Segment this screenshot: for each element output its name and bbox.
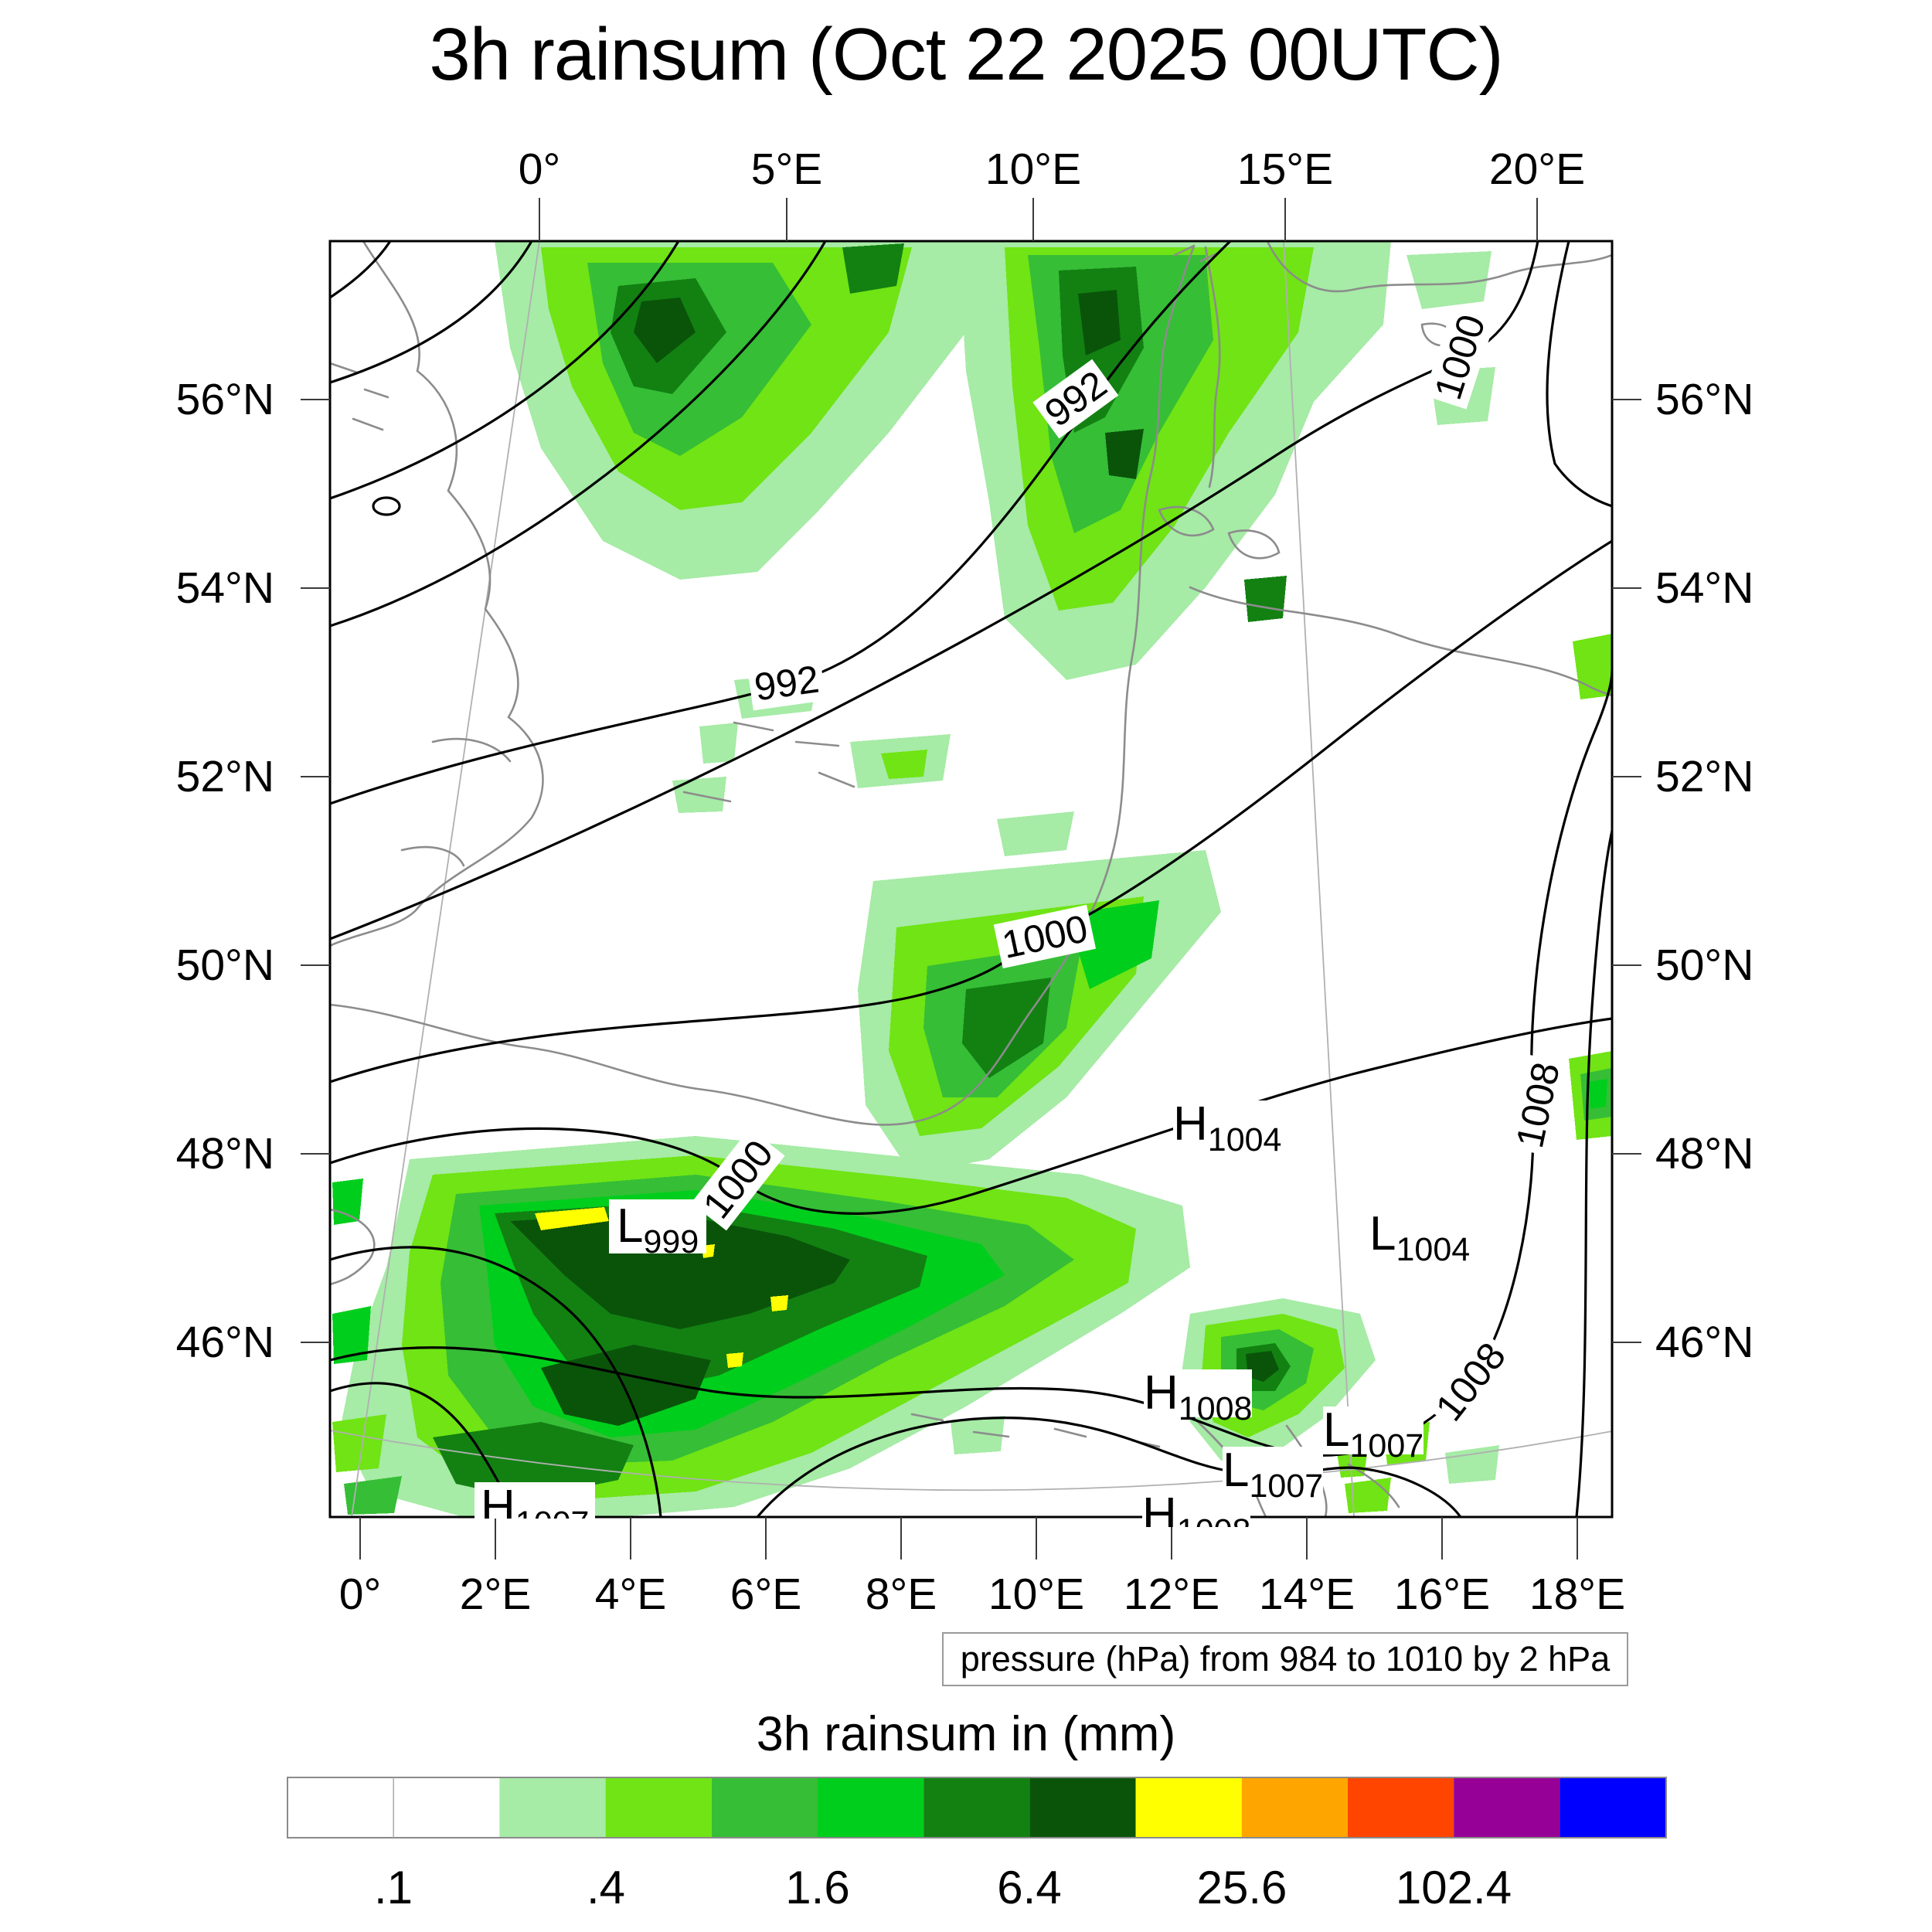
pressure-marker-low: L1004 [1369,1207,1471,1267]
colorbar-border [287,1777,1667,1838]
pressure-marker-high: H1007 [474,1482,596,1519]
lat-label-left: 46°N [175,1318,274,1367]
lon-label-bottom: 10°E [988,1570,1085,1619]
lat-label-left: 50°N [175,940,274,990]
pressure-marker-low: L999 [609,1199,707,1259]
isobar-1008 [330,670,1612,1457]
lon-label-bottom: 8°E [865,1570,937,1619]
colorbar-title: 3h rainsum in (mm) [756,1707,1176,1761]
lat-label-left: 56°N [175,375,274,424]
isobar-992 [330,241,1232,805]
axis-ticks-left [301,399,330,1343]
axis-ticks-top [539,198,1538,241]
colorbar-tick-label: 1.6 [785,1862,850,1913]
colorbar-segment [1135,1777,1242,1838]
colorbar-tick-label: 6.4 [997,1862,1062,1913]
pressure-legend-text: pressure (hPa) from 984 to 1010 by 2 hPa [960,1639,1611,1679]
lon-label-bottom: 4°E [594,1570,667,1619]
marker-value: 999 [643,1223,699,1260]
lat-label-right: 54°N [1655,563,1754,613]
colorbar [287,1777,1667,1838]
lon-label-top: 20°E [1488,145,1586,194]
lon-label-bottom: 14°E [1258,1570,1355,1619]
marker-letter: H [481,1482,515,1519]
marker-letter: L [1223,1444,1250,1497]
colorbar-segment [1560,1777,1666,1838]
colorbar-segment [818,1777,924,1838]
graticule [330,241,1612,1517]
meridian-0E [351,241,540,1517]
lon-label-bottom: 2°E [459,1570,532,1619]
colorbar-tick-label: 25.6 [1196,1862,1287,1913]
lat-label-left: 52°N [175,752,274,801]
marker-letter: H [1142,1492,1177,1527]
colorbar-tick-label: .1 [373,1862,413,1913]
marker-value: 1007 [1249,1468,1324,1505]
colorbar-tick-label: 102.4 [1395,1862,1512,1913]
lon-label-bottom: 6°E [730,1570,802,1619]
colorbar-segment [1241,1777,1348,1838]
pressure-marker-high: H1008 [1142,1492,1251,1528]
colorbar-segment [923,1777,1030,1838]
lat-label-right: 52°N [1655,752,1754,801]
marker-value: 1007 [1349,1427,1424,1464]
precip-level-yellow [535,1207,788,1368]
plot-title: 3h rainsum (Oct 22 2025 00UTC) [429,13,1503,96]
marker-value: 1008 [1178,1390,1253,1427]
meridian-15E [1283,241,1355,1517]
pressure-marker-clip: H1008 [1142,1492,1312,1527]
map-frame [328,240,1614,1519]
lon-label-top: 0° [518,145,561,194]
colorbar-segment [287,1777,394,1838]
pressure-marker-clip: H1007 [474,1482,645,1519]
lon-label-top: 10°E [985,145,1082,194]
lon-label-bottom: 16°E [1393,1570,1491,1619]
pressure-marker-high: H1004 [1173,1097,1282,1157]
marker-letter: H [1173,1097,1208,1151]
colorbar-segment [1348,1777,1454,1838]
colorbar-segment [711,1777,818,1838]
colorbar-segment [1029,1777,1136,1838]
pressure-marker-high: H1008 [1144,1366,1253,1426]
axis-ticks-right [1612,399,1641,1343]
isobar-1000-low [330,1017,1612,1215]
lat-label-left: 48°N [175,1129,274,1179]
lon-label-top: 15°E [1236,145,1334,194]
lat-label-left: 54°N [175,563,274,613]
precip-shading [332,241,1612,1517]
isobar-1010 [1575,830,1612,1517]
lat-label-right: 50°N [1655,940,1754,990]
pressure-marker-low: L1007 [1223,1444,1324,1503]
colorbar-segment [393,1777,500,1838]
colorbar-segment [605,1777,712,1838]
marker-letter: H [1144,1366,1179,1420]
marker-value: 1004 [1396,1231,1471,1268]
lat-label-right: 56°N [1655,375,1754,424]
marker-letter: L [1369,1207,1396,1260]
colorbar-segment [499,1777,606,1838]
marker-value: 1004 [1207,1121,1282,1158]
marker-value: 1008 [1177,1512,1251,1528]
colorbar-segment [1454,1777,1560,1838]
lon-label-bottom: 12°E [1123,1570,1220,1619]
isobar-1000-north [330,241,1539,940]
axis-ticks-bottom [359,1517,1578,1560]
lat-label-right: 46°N [1655,1318,1754,1367]
lon-label-top: 5°E [750,145,823,194]
lon-label-bottom: 18°E [1529,1570,1626,1619]
parallel-45N [330,1430,1612,1492]
marker-value: 1007 [515,1505,590,1519]
marker-letter: L [617,1199,644,1253]
pressure-marker-low: L1007 [1323,1403,1424,1463]
lat-label-right: 48°N [1655,1129,1754,1179]
marker-letter: L [1323,1403,1350,1457]
pressure-legend-box: pressure (hPa) from 984 to 1010 by 2 hPa [942,1632,1628,1686]
lon-label-bottom: 0° [338,1570,382,1619]
colorbar-tick-label: .4 [586,1862,626,1913]
